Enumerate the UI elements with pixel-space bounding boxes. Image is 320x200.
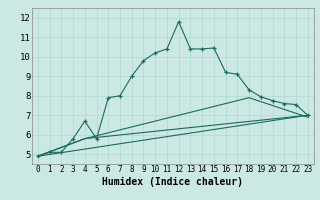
X-axis label: Humidex (Indice chaleur): Humidex (Indice chaleur)	[102, 177, 243, 187]
